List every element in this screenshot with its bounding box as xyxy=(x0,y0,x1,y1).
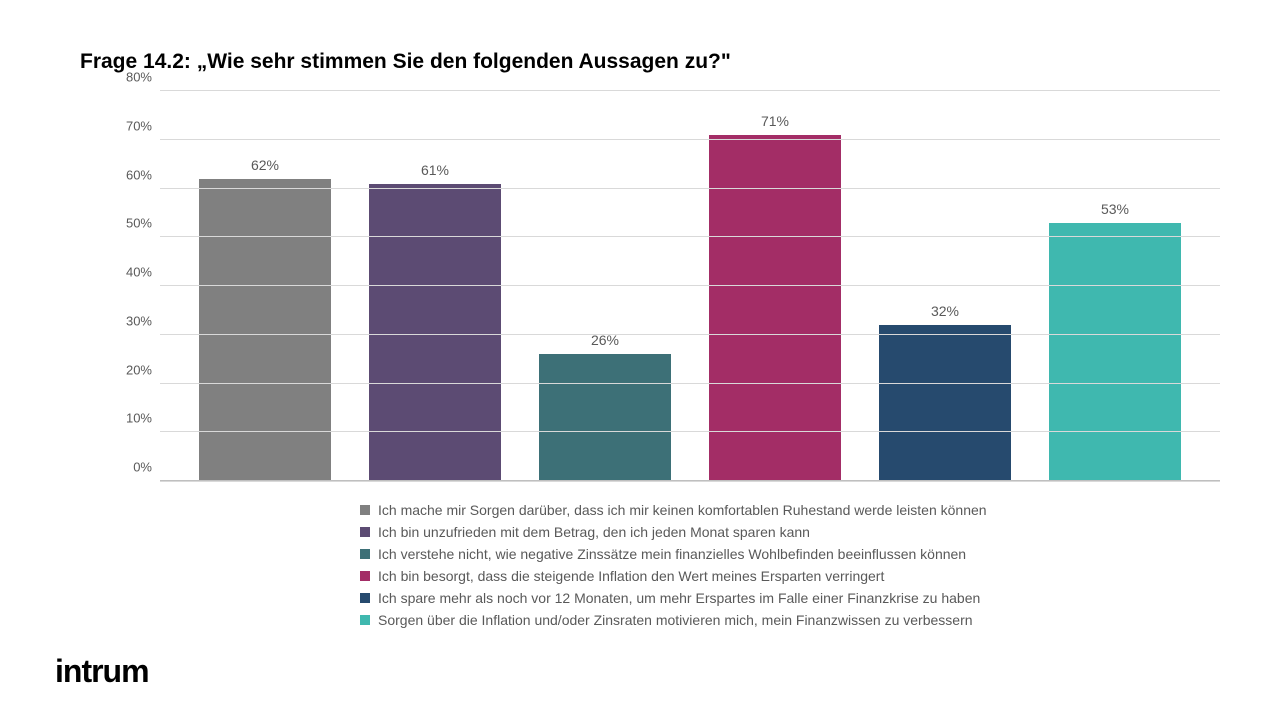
y-tick-label: 20% xyxy=(126,362,152,377)
grid-line xyxy=(160,383,1220,384)
bar-value-label: 53% xyxy=(1101,201,1129,217)
bar-slot: 71% xyxy=(690,92,860,481)
y-tick-label: 60% xyxy=(126,167,152,182)
legend-item: Ich bin besorgt, dass die steigende Infl… xyxy=(360,568,1220,584)
grid-line xyxy=(160,431,1220,432)
bar-value-label: 32% xyxy=(931,303,959,319)
legend-swatch xyxy=(360,505,370,515)
legend-label: Ich spare mehr als noch vor 12 Monaten, … xyxy=(378,590,980,606)
chart-title: Frage 14.2: „Wie sehr stimmen Sie den fo… xyxy=(80,50,1220,74)
bar-slot: 26% xyxy=(520,92,690,481)
bar-value-label: 71% xyxy=(761,113,789,129)
y-tick-label: 50% xyxy=(126,216,152,231)
bar-slot: 62% xyxy=(180,92,350,481)
grid-line xyxy=(160,236,1220,237)
legend-label: Ich verstehe nicht, wie negative Zinssät… xyxy=(378,546,966,562)
bar-slot: 32% xyxy=(860,92,1030,481)
legend-swatch xyxy=(360,527,370,537)
y-tick-label: 80% xyxy=(126,70,152,85)
bar xyxy=(369,184,502,481)
legend-item: Ich mache mir Sorgen darüber, dass ich m… xyxy=(360,502,1220,518)
y-tick-label: 10% xyxy=(126,411,152,426)
bar-value-label: 61% xyxy=(421,162,449,178)
bar xyxy=(879,325,1012,481)
bar-slot: 53% xyxy=(1030,92,1200,481)
bar-value-label: 62% xyxy=(251,157,279,173)
y-tick-label: 30% xyxy=(126,313,152,328)
legend-swatch xyxy=(360,615,370,625)
legend-swatch xyxy=(360,571,370,581)
legend-label: Sorgen über die Inflation und/oder Zinsr… xyxy=(378,612,973,628)
slide-container: Frage 14.2: „Wie sehr stimmen Sie den fo… xyxy=(0,0,1280,720)
grid-line xyxy=(160,90,1220,91)
legend-item: Sorgen über die Inflation und/oder Zinsr… xyxy=(360,612,1220,628)
y-tick-label: 70% xyxy=(126,118,152,133)
grid-line xyxy=(160,188,1220,189)
legend-label: Ich bin besorgt, dass die steigende Infl… xyxy=(378,568,884,584)
grid-line xyxy=(160,285,1220,286)
grid-line xyxy=(160,139,1220,140)
bars-container: 62% 61% 26% 71% 32% 53% xyxy=(160,92,1220,481)
bar-slot: 61% xyxy=(350,92,520,481)
chart-area: 0%10%20%30%40%50%60%70%80% 62%61%26%71%3… xyxy=(100,92,1220,482)
bar xyxy=(199,179,332,481)
legend: Ich mache mir Sorgen darüber, dass ich m… xyxy=(360,502,1220,628)
grid-line xyxy=(160,334,1220,335)
legend-item: Ich bin unzufrieden mit dem Betrag, den … xyxy=(360,524,1220,540)
y-axis: 0%10%20%30%40%50%60%70%80% xyxy=(100,92,160,482)
legend-swatch xyxy=(360,593,370,603)
brand-logo: intrum xyxy=(55,653,149,690)
legend-swatch xyxy=(360,549,370,559)
bar xyxy=(1049,223,1182,481)
legend-label: Ich bin unzufrieden mit dem Betrag, den … xyxy=(378,524,810,540)
grid-line xyxy=(160,480,1220,481)
y-tick-label: 40% xyxy=(126,265,152,280)
plot-area: 62% 61% 26% 71% 32% 53% xyxy=(160,92,1220,482)
y-tick-label: 0% xyxy=(133,460,152,475)
bar xyxy=(539,354,672,481)
legend-label: Ich mache mir Sorgen darüber, dass ich m… xyxy=(378,502,987,518)
legend-item: Ich verstehe nicht, wie negative Zinssät… xyxy=(360,546,1220,562)
legend-item: Ich spare mehr als noch vor 12 Monaten, … xyxy=(360,590,1220,606)
